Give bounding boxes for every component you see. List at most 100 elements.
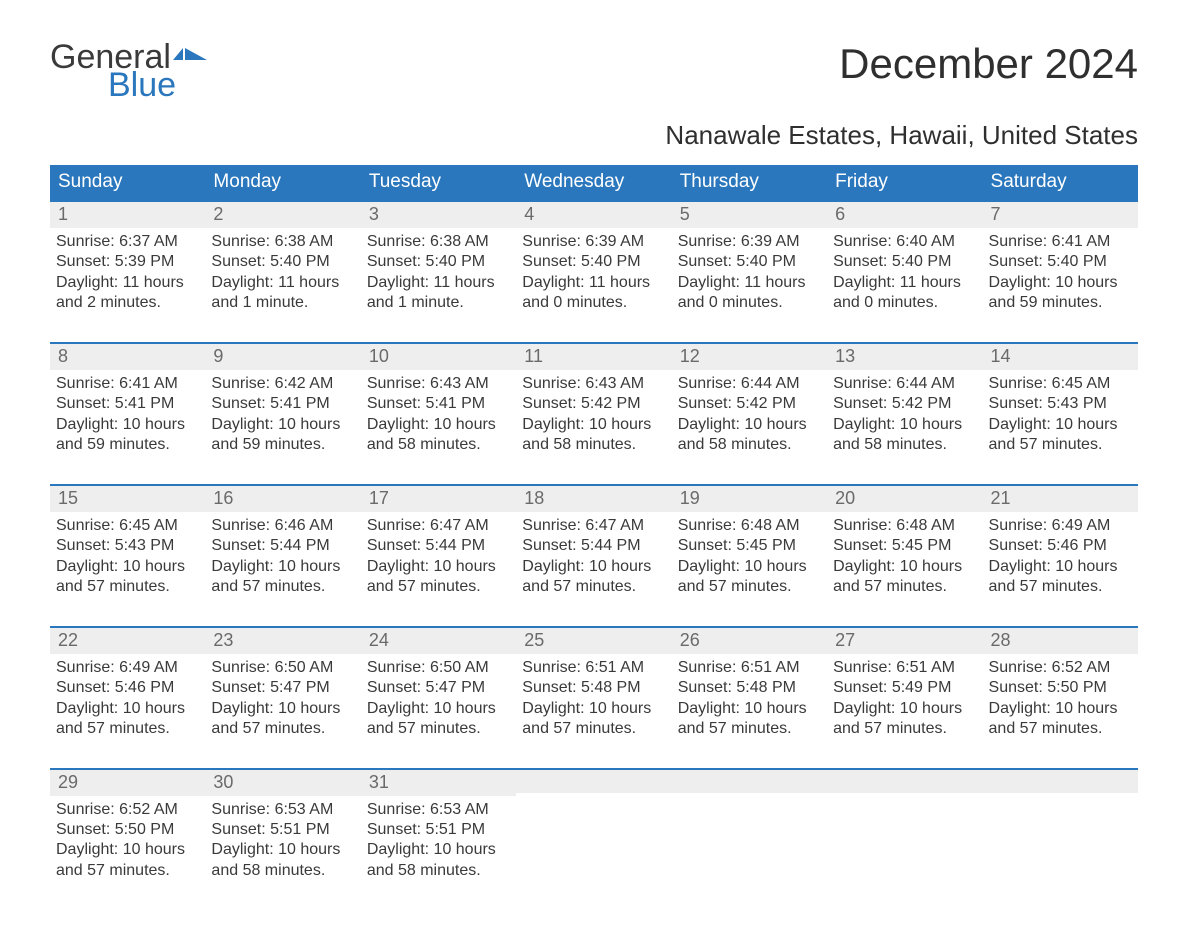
- day-number-row: 29: [50, 770, 205, 796]
- sunset-line: Sunset: 5:48 PM: [678, 678, 821, 698]
- day-number-row: 31: [361, 770, 516, 796]
- day-number: 1: [58, 204, 68, 224]
- daylight-line: Daylight: 10 hours and 59 minutes.: [989, 273, 1132, 314]
- calendar-cell-empty: [983, 770, 1138, 886]
- day-number-row: [516, 770, 671, 793]
- day-number-row: 12: [672, 344, 827, 370]
- day-number-row: [983, 770, 1138, 793]
- sunset-line: Sunset: 5:49 PM: [833, 678, 976, 698]
- calendar-cell: 27Sunrise: 6:51 AMSunset: 5:49 PMDayligh…: [827, 628, 982, 744]
- calendar-cell: 16Sunrise: 6:46 AMSunset: 5:44 PMDayligh…: [205, 486, 360, 602]
- day-cell-body: Sunrise: 6:43 AMSunset: 5:41 PMDaylight:…: [361, 370, 516, 456]
- daylight-line: Daylight: 11 hours and 2 minutes.: [56, 273, 199, 314]
- calendar-cell: 23Sunrise: 6:50 AMSunset: 5:47 PMDayligh…: [205, 628, 360, 744]
- daylight-line: Daylight: 10 hours and 58 minutes.: [522, 415, 665, 456]
- day-number: 28: [991, 630, 1011, 650]
- sunrise-line: Sunrise: 6:49 AM: [989, 516, 1132, 536]
- sunrise-line: Sunrise: 6:51 AM: [522, 658, 665, 678]
- day-number: 6: [835, 204, 845, 224]
- day-number: 22: [58, 630, 78, 650]
- sunset-line: Sunset: 5:39 PM: [56, 252, 199, 272]
- daylight-line: Daylight: 10 hours and 59 minutes.: [56, 415, 199, 456]
- sunrise-line: Sunrise: 6:49 AM: [56, 658, 199, 678]
- day-number-row: 5: [672, 202, 827, 228]
- day-number-row: 8: [50, 344, 205, 370]
- sunrise-line: Sunrise: 6:53 AM: [211, 800, 354, 820]
- sunrise-line: Sunrise: 6:50 AM: [367, 658, 510, 678]
- day-number: 26: [680, 630, 700, 650]
- day-cell-body: Sunrise: 6:53 AMSunset: 5:51 PMDaylight:…: [361, 796, 516, 882]
- day-cell-body: Sunrise: 6:41 AMSunset: 5:41 PMDaylight:…: [50, 370, 205, 456]
- calendar-cell: 26 Sunrise: 6:51 AMSunset: 5:48 PMDayligh…: [672, 628, 827, 744]
- calendar-cell: 28 Sunrise: 6:52 AMSunset: 5:50 PMDayligh…: [983, 628, 1138, 744]
- sunset-line: Sunset: 5:44 PM: [367, 536, 510, 556]
- sunset-line: Sunset: 5:42 PM: [833, 394, 976, 414]
- calendar-cell: 31 Sunrise: 6:53 AMSunset: 5:51 PMDayligh…: [361, 770, 516, 886]
- calendar-cell: 7Sunrise: 6:41 AMSunset: 5:40 PMDaylight…: [983, 202, 1138, 318]
- sunrise-line: Sunrise: 6:45 AM: [989, 374, 1132, 394]
- day-number: 21: [991, 488, 1011, 508]
- day-number: 31: [369, 772, 389, 792]
- calendar-cell: 5Sunrise: 6:39 AMSunset: 5:40 PMDaylight…: [672, 202, 827, 318]
- sunset-line: Sunset: 5:40 PM: [211, 252, 354, 272]
- day-number: 17: [369, 488, 389, 508]
- calendar-cell: 11 Sunrise: 6:43 AMSunset: 5:42 PMDayligh…: [516, 344, 671, 460]
- day-cell-body: Sunrise: 6:51 AMSunset: 5:49 PMDaylight:…: [827, 654, 982, 740]
- daylight-line: Daylight: 10 hours and 59 minutes.: [211, 415, 354, 456]
- sunrise-line: Sunrise: 6:48 AM: [678, 516, 821, 536]
- sunset-line: Sunset: 5:42 PM: [522, 394, 665, 414]
- sunrise-line: Sunrise: 6:39 AM: [522, 232, 665, 252]
- sunset-line: Sunset: 5:46 PM: [989, 536, 1132, 556]
- page-title: December 2024: [839, 40, 1138, 88]
- day-number-row: [672, 770, 827, 793]
- daylight-line: Daylight: 10 hours and 58 minutes.: [367, 840, 510, 881]
- sunset-line: Sunset: 5:51 PM: [211, 820, 354, 840]
- day-cell-body: Sunrise: 6:39 AMSunset: 5:40 PMDaylight:…: [672, 228, 827, 314]
- sunset-line: Sunset: 5:43 PM: [989, 394, 1132, 414]
- calendar-cell: 8Sunrise: 6:41 AMSunset: 5:41 PMDaylight…: [50, 344, 205, 460]
- day-number-row: 19: [672, 486, 827, 512]
- day-number: 30: [213, 772, 233, 792]
- calendar-cell: 30Sunrise: 6:53 AMSunset: 5:51 PMDayligh…: [205, 770, 360, 886]
- day-cell-body: [672, 793, 827, 867]
- sunrise-line: Sunrise: 6:44 AM: [833, 374, 976, 394]
- calendar-cell: 29Sunrise: 6:52 AMSunset: 5:50 PMDayligh…: [50, 770, 205, 886]
- daylight-line: Daylight: 10 hours and 57 minutes.: [367, 699, 510, 740]
- day-number-row: 16: [205, 486, 360, 512]
- day-cell-body: Sunrise: 6:52 AMSunset: 5:50 PMDaylight:…: [983, 654, 1138, 740]
- day-cell-body: [983, 793, 1138, 867]
- sunset-line: Sunset: 5:40 PM: [678, 252, 821, 272]
- day-cell-body: Sunrise: 6:37 AMSunset: 5:39 PMDaylight:…: [50, 228, 205, 314]
- day-number-row: 21: [983, 486, 1138, 512]
- sunrise-line: Sunrise: 6:37 AM: [56, 232, 199, 252]
- day-cell-body: Sunrise: 6:49 AMSunset: 5:46 PMDaylight:…: [50, 654, 205, 740]
- sunrise-line: Sunrise: 6:47 AM: [522, 516, 665, 536]
- weekday-header: Sunday: [50, 165, 205, 200]
- day-cell-body: Sunrise: 6:52 AMSunset: 5:50 PMDaylight:…: [50, 796, 205, 882]
- calendar-cell: 25Sunrise: 6:51 AMSunset: 5:48 PMDayligh…: [516, 628, 671, 744]
- sunset-line: Sunset: 5:41 PM: [367, 394, 510, 414]
- day-cell-body: Sunrise: 6:49 AMSunset: 5:46 PMDaylight:…: [983, 512, 1138, 598]
- day-cell-body: Sunrise: 6:43 AMSunset: 5:42 PMDaylight:…: [516, 370, 671, 456]
- day-number: 12: [680, 346, 700, 366]
- calendar-cell: 19Sunrise: 6:48 AMSunset: 5:45 PMDayligh…: [672, 486, 827, 602]
- day-number-row: 24: [361, 628, 516, 654]
- day-number: 16: [213, 488, 233, 508]
- day-cell-body: Sunrise: 6:51 AMSunset: 5:48 PMDaylight:…: [672, 654, 827, 740]
- daylight-line: Daylight: 10 hours and 57 minutes.: [56, 840, 199, 881]
- sunrise-line: Sunrise: 6:48 AM: [833, 516, 976, 536]
- day-number: 3: [369, 204, 379, 224]
- day-number: 11: [524, 346, 543, 366]
- calendar-cell: 9Sunrise: 6:42 AMSunset: 5:41 PMDaylight…: [205, 344, 360, 460]
- sunset-line: Sunset: 5:47 PM: [211, 678, 354, 698]
- day-number: 25: [524, 630, 544, 650]
- day-number: 13: [835, 346, 855, 366]
- calendar-cell: 20Sunrise: 6:48 AMSunset: 5:45 PMDayligh…: [827, 486, 982, 602]
- day-number-row: 30: [205, 770, 360, 796]
- sunset-line: Sunset: 5:45 PM: [678, 536, 821, 556]
- daylight-line: Daylight: 11 hours and 0 minutes.: [678, 273, 821, 314]
- day-number: 20: [835, 488, 855, 508]
- day-number-row: 17: [361, 486, 516, 512]
- day-cell-body: Sunrise: 6:38 AMSunset: 5:40 PMDaylight:…: [205, 228, 360, 314]
- calendar-cell: 4Sunrise: 6:39 AMSunset: 5:40 PMDaylight…: [516, 202, 671, 318]
